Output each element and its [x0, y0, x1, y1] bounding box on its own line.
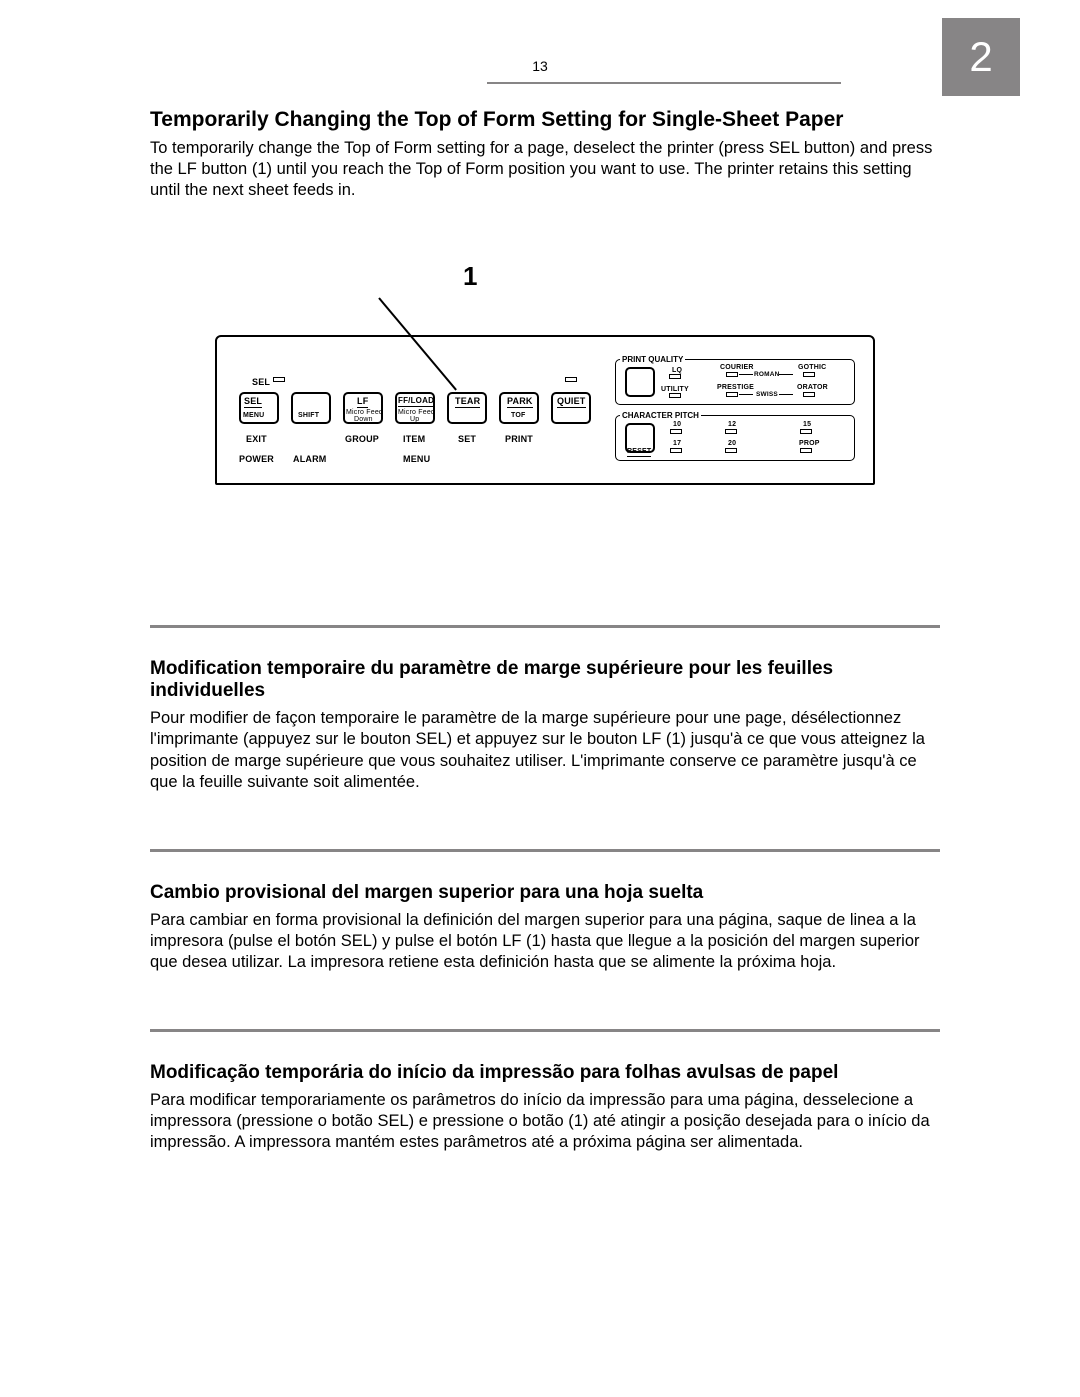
label-utility: UTILITY	[661, 386, 689, 393]
p10-led	[670, 429, 682, 434]
c1	[739, 374, 753, 375]
utility-led	[669, 393, 681, 398]
label-mfdown: Micro Feed	[346, 409, 383, 416]
section-title-pt: Modificação temporária do início da impr…	[150, 1062, 940, 1084]
label-tof: TOF	[511, 412, 525, 419]
label-mfup: Micro Feed	[398, 409, 435, 416]
label-lq: LQ	[672, 367, 682, 374]
label-item: ITEM	[403, 434, 425, 444]
courier-led	[726, 372, 738, 377]
section-body-pt: Para modificar temporariamente os parâme…	[150, 1090, 940, 1153]
label-12: 12	[728, 421, 736, 428]
header-rule	[487, 82, 841, 84]
label-10: 10	[673, 421, 681, 428]
label-alarm: ALARM	[293, 454, 327, 464]
park-text: PARK	[507, 396, 533, 408]
label-gothic: GOTHIC	[798, 364, 826, 371]
pq-title: PRINT QUALITY	[620, 355, 685, 364]
label-roman: ROMAN	[754, 371, 780, 378]
label-mfdown2: Down	[354, 416, 373, 423]
label-reset: RESET	[627, 448, 651, 455]
c2	[779, 374, 793, 375]
cp-title: CHARACTER PITCH	[620, 411, 701, 420]
tear-text: TEAR	[455, 396, 480, 408]
section-title-es: Cambio provisional del margen superior p…	[150, 882, 940, 904]
shift-button	[291, 392, 331, 424]
gothic-led	[803, 372, 815, 377]
label-park: PARK	[507, 396, 533, 406]
orator-led	[803, 392, 815, 397]
label-15: 15	[803, 421, 811, 428]
label-sel-top: SEL	[252, 377, 270, 387]
lq-led	[669, 374, 681, 379]
page-number: 13	[0, 58, 1080, 74]
section-divider	[150, 849, 940, 852]
c3	[739, 394, 753, 395]
label-menu-center: MENU	[403, 454, 430, 464]
label-exit: EXIT	[246, 434, 267, 444]
p12-led	[725, 429, 737, 434]
section-divider	[150, 625, 940, 628]
label-prestige: PRESTIGE	[717, 384, 754, 391]
label-lf: LF	[357, 396, 368, 406]
label-menu: MENU	[243, 412, 264, 419]
section-title-fr: Modification temporaire du paramètre de …	[150, 658, 940, 702]
section-body-es: Para cambiar en forma provisional la def…	[150, 910, 940, 973]
quiet-text: QUIET	[557, 396, 586, 408]
c4	[779, 394, 793, 395]
section-body-en: To temporarily change the Top of Form se…	[150, 138, 940, 201]
label-swiss: SWISS	[756, 391, 778, 398]
p20-led	[725, 448, 737, 453]
label-group: GROUP	[345, 434, 379, 444]
section-body-fr: Pour modifier de façon temporaire le par…	[150, 708, 940, 792]
label-set: SET	[458, 434, 476, 444]
label-courier: COURIER	[720, 364, 754, 371]
callout-1: 1	[463, 261, 477, 292]
section-title-en: Temporarily Changing the Top of Form Set…	[150, 108, 940, 132]
label-17: 17	[673, 440, 681, 447]
label-tear: TEAR	[455, 396, 480, 406]
control-panel-diagram: 1 SEL SEL MENU SHIFT EXIT POWER ALARM LF…	[215, 269, 875, 569]
label-power: POWER	[239, 454, 274, 464]
quiet-led	[565, 377, 577, 382]
label-quiet: QUIET	[557, 396, 586, 406]
prop-led	[800, 448, 812, 453]
section-divider	[150, 1029, 940, 1032]
sel-text: SEL	[244, 396, 262, 408]
prestige-led	[726, 392, 738, 397]
label-print: PRINT	[505, 434, 533, 444]
lf-text: LF	[357, 396, 368, 408]
ffload-text: FF/LOAD	[398, 396, 434, 407]
page-content: Temporarily Changing the Top of Form Set…	[150, 108, 940, 1153]
pq-button	[625, 367, 655, 397]
label-mfup2: Up	[410, 416, 419, 423]
p15-led	[800, 429, 812, 434]
p17-led	[670, 448, 682, 453]
chapter-badge: 2	[942, 18, 1020, 96]
label-sel-btn: SEL	[244, 396, 262, 406]
label-ffload: FF/LOAD	[398, 396, 434, 405]
label-shift: SHIFT	[298, 412, 319, 419]
label-prop: PROP	[799, 440, 820, 447]
reset-text: RESET	[627, 448, 651, 457]
label-20: 20	[728, 440, 736, 447]
label-orator: ORATOR	[797, 384, 828, 391]
printer-control-panel: SEL SEL MENU SHIFT EXIT POWER ALARM LF M…	[215, 335, 875, 485]
sel-led	[273, 377, 285, 382]
